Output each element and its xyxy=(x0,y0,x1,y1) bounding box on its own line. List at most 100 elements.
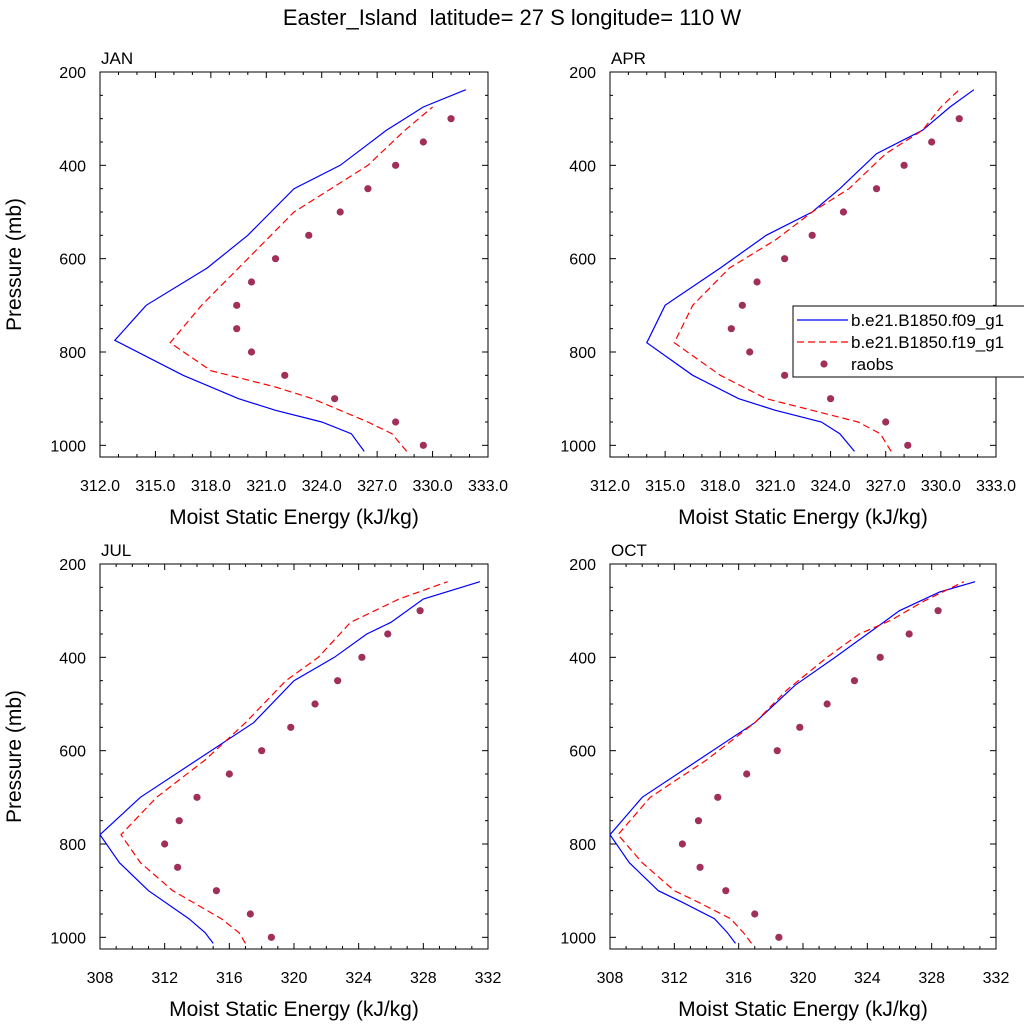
x-axis-label: Moist Static Energy (kJ/kg) xyxy=(169,506,419,529)
raobs-point xyxy=(781,255,789,263)
raobs-point xyxy=(882,418,890,426)
series-line-f19 xyxy=(169,106,433,452)
panel-oct: OCT 200 400 600 800 1000 308 312 316 320 324 328 332… xyxy=(560,541,1009,1021)
raobs-point xyxy=(823,700,831,708)
raobs-point xyxy=(722,887,730,895)
plot-frame xyxy=(609,563,997,950)
y-tick-label: 400 xyxy=(569,650,596,667)
y-tick-label: 600 xyxy=(59,744,86,761)
raobs-point xyxy=(392,418,400,426)
x-tick-label: 316 xyxy=(725,970,752,987)
panel-title: JUL xyxy=(101,541,131,560)
raobs-point xyxy=(850,677,859,685)
raobs-point xyxy=(751,910,759,918)
x-tick-label: 332 xyxy=(475,970,502,987)
raobs-point xyxy=(775,933,783,941)
x-tick-label: 315.0 xyxy=(135,478,175,495)
raobs-point xyxy=(447,115,455,123)
x-tick-label: 324.0 xyxy=(302,478,342,495)
raobs-point xyxy=(392,161,400,169)
y-tick-label: 200 xyxy=(569,65,596,82)
series-group xyxy=(113,89,467,452)
x-tick-label: 324 xyxy=(854,970,881,987)
x-tick-label: 324 xyxy=(345,970,372,987)
raobs-point xyxy=(305,231,313,239)
x-tick-label: 320 xyxy=(281,970,308,987)
y-tick-label: 400 xyxy=(59,650,86,667)
raobs-point xyxy=(175,817,183,825)
raobs-point xyxy=(876,653,884,661)
raobs-point xyxy=(826,395,835,403)
raobs-point xyxy=(928,138,936,146)
chart-panels: JAN 200 400 600 800 1000 312.0 315.0 318.0 321.0 3… xyxy=(3,49,1016,1021)
x-tick-label: 324.0 xyxy=(811,478,851,495)
raobs-point xyxy=(419,441,427,449)
plot-frame xyxy=(609,71,997,458)
x-axis-label: Moist Static Energy (kJ/kg) xyxy=(678,506,928,529)
series-line-f09 xyxy=(113,89,467,452)
raobs-point xyxy=(872,185,881,193)
x-tick-label: 312 xyxy=(151,970,178,987)
raobs-point xyxy=(678,840,686,848)
y-tick-label: 1000 xyxy=(50,930,86,947)
raobs-point xyxy=(161,840,169,848)
series-group xyxy=(646,89,975,452)
raobs-point xyxy=(753,278,761,286)
x-tick-label: 327.0 xyxy=(866,478,906,495)
y-tick-label: 200 xyxy=(59,557,86,574)
panel-jan: JAN 200 400 600 800 1000 312.0 315.0 318.0 321.0 3… xyxy=(3,49,508,529)
y-tick-label: 800 xyxy=(59,345,86,362)
raobs-point xyxy=(331,395,339,403)
raobs-point xyxy=(271,255,280,263)
raobs-point xyxy=(247,278,256,286)
y-tick-label: 1000 xyxy=(560,930,596,947)
y-tick-label: 600 xyxy=(59,252,86,269)
raobs-point xyxy=(900,161,908,169)
raobs-point xyxy=(364,185,372,193)
raobs-point xyxy=(311,700,319,708)
x-tick-label: 330.0 xyxy=(921,478,961,495)
x-tick-label: 312.0 xyxy=(80,478,120,495)
raobs-point xyxy=(781,371,789,379)
raobs-point xyxy=(746,348,754,356)
x-tick-label: 320 xyxy=(790,970,817,987)
raobs-point xyxy=(258,747,266,755)
panel-title: APR xyxy=(611,49,646,68)
y-tick-label: 800 xyxy=(569,837,596,854)
x-tick-label: 321.0 xyxy=(246,478,286,495)
y-tick-label: 1000 xyxy=(560,438,596,455)
x-tick-label: 315.0 xyxy=(645,478,685,495)
raobs-point xyxy=(246,910,254,918)
y-tick-label: 800 xyxy=(569,345,596,362)
y-tick-label: 600 xyxy=(569,744,596,761)
series-line-f19 xyxy=(120,581,448,944)
plot-frame xyxy=(99,563,489,950)
y-tick-label: 400 xyxy=(59,158,86,175)
raobs-point xyxy=(287,723,295,731)
raobs-point xyxy=(193,793,201,801)
raobs-point xyxy=(904,441,912,449)
series-line-f09 xyxy=(100,581,481,944)
raobs-point xyxy=(905,630,913,638)
raobs-point xyxy=(358,653,366,661)
raobs-point xyxy=(934,607,942,615)
y-tick-label: 400 xyxy=(569,158,596,175)
x-tick-label: 318.0 xyxy=(191,478,231,495)
x-tick-label: 332 xyxy=(983,970,1010,987)
panel-apr: APR 200 400 600 800 1000 312.0 315.0 318.0 321.0 3… xyxy=(560,49,1016,529)
raobs-point xyxy=(281,371,289,379)
raobs-point xyxy=(212,887,220,895)
raobs-point xyxy=(247,348,256,356)
raobs-point xyxy=(233,325,241,333)
raobs-point xyxy=(727,325,735,333)
x-axis-label: Moist Static Energy (kJ/kg) xyxy=(169,998,419,1021)
y-axis-label: Pressure (mb) xyxy=(3,198,26,331)
x-tick-label: 308 xyxy=(87,970,114,987)
raobs-point xyxy=(233,301,241,309)
series-group xyxy=(610,581,976,944)
legend-label: raobs xyxy=(851,355,894,374)
raobs-point xyxy=(955,115,963,123)
raobs-point xyxy=(419,138,427,146)
y-axis-label: Pressure (mb) xyxy=(3,690,26,823)
